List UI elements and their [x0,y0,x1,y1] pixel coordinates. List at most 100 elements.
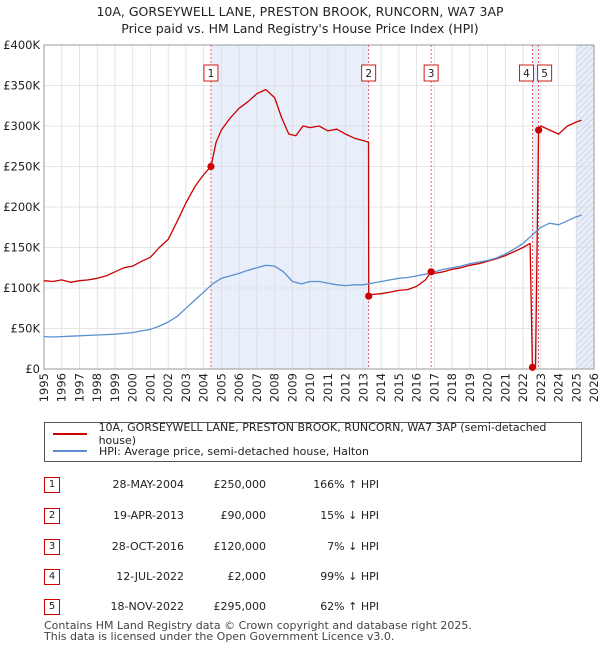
y-tick-label: £250K [3,160,40,174]
sale-number-label: 5 [541,68,548,80]
sale-number: 5 [44,599,60,615]
future-hatch [575,242,595,262]
sale-date: 18-NOV-2022 [110,600,184,613]
x-tick-label: 2026 [587,373,600,402]
x-tick-label: 2010 [303,373,317,402]
future-hatch [575,56,595,76]
x-tick-label: 1999 [108,373,122,402]
x-tick-label: 2025 [569,373,583,402]
future-hatch [575,62,595,82]
sale-row: 3 28-OCT-2016 £120,000 7% ↓ HPI [44,537,584,557]
y-tick-label: £100K [3,281,40,295]
future-hatch [575,140,595,160]
x-tick-label: 1997 [72,373,86,402]
future-hatch [575,128,595,148]
plot-frame [43,44,595,370]
sale-row: 5 18-NOV-2022 £295,000 62% ↑ HPI [44,597,584,617]
future-hatch [581,356,595,370]
x-tick-label: 2023 [534,373,548,402]
sale-date: 19-APR-2013 [112,509,184,522]
sale-row: 4 12-JUL-2022 £2,000 99% ↓ HPI [44,567,584,587]
x-tick-label: 2006 [232,373,246,402]
sale-number: 3 [44,539,60,555]
sale-hpi-change: 99% ↓ HPI [320,570,379,583]
future-hatch [575,212,595,232]
sale-number: 1 [44,477,60,493]
price-paid-line [43,88,582,369]
x-tick-label: 2012 [339,373,353,402]
x-tick-label: 2011 [321,373,335,402]
footer-copyright: Contains HM Land Registry data © Crown c… [44,619,472,632]
x-tick-label: 1996 [55,373,69,402]
y-tick-label: £50K [11,322,41,336]
future-hatch [575,266,595,286]
future-hatch [575,254,595,274]
future-hatch [575,104,595,124]
chart-subtitle: Price paid vs. HM Land Registry's House … [121,21,479,36]
sale-number: 4 [44,569,60,585]
future-hatch [575,134,595,154]
legend-price-swatch [53,433,87,435]
footer-license: This data is licensed under the Open Gov… [44,630,395,643]
sale-date: 28-OCT-2016 [111,540,184,553]
future-hatch [575,98,595,118]
legend-price-label: 10A, GORSEYWELL LANE, PRESTON BROOK, RUN… [98,421,547,447]
sale-row: 1 28-MAY-2004 £250,000 166% ↑ HPI [44,475,584,495]
x-tick-label: 2003 [179,373,193,402]
future-hatch [575,344,595,364]
sale-price: £2,000 [227,570,267,583]
x-tick-label: 2019 [463,373,477,402]
x-tick-label: 2013 [356,373,370,402]
sale-number: 2 [44,508,60,524]
sale-number-label: 3 [428,68,435,80]
sale-number-box [423,64,439,82]
future-hatch [575,44,583,52]
future-hatch [575,176,595,196]
sale-number-box [361,64,377,82]
legend-item-price: 10A, GORSEYWELL LANE, PRESTON BROOK, RUN… [53,421,581,447]
future-hatch [575,146,595,166]
x-tick-label: 2017 [427,373,441,402]
sale-point [535,126,543,134]
sale-point [427,268,435,276]
legend-hpi-swatch [53,450,87,452]
sale-point [207,162,215,171]
sale-price: £250,000 [213,478,267,491]
future-hatch [575,302,595,322]
sale-number-label: 1 [208,68,215,80]
x-tick-label: 2020 [481,373,495,402]
sale-date: 28-MAY-2004 [112,478,184,491]
future-hatch [575,230,595,250]
footer: Contains HM Land Registry data © Crown c… [44,620,472,642]
x-tick-label: 1998 [90,373,104,402]
sale-hpi-change: 15% ↓ HPI [320,509,379,522]
future-hatch [575,218,595,238]
sale-number-box [518,64,534,82]
legend-item-hpi: HPI: Average price, semi-detached house,… [53,443,369,459]
sale-hpi-change: 7% ↓ HPI [327,540,379,553]
y-tick-label: £300K [3,119,40,133]
future-hatch [575,248,595,268]
future-hatch [575,80,595,100]
sale-number-label: 4 [523,68,530,80]
hpi-line [43,214,582,338]
future-hatch [575,320,595,340]
future-hatch [575,332,595,352]
future-hatch [575,44,595,64]
future-hatch [575,44,589,58]
future-hatch [575,182,595,202]
x-tick-label: 2015 [392,373,406,402]
x-tick-label: 2007 [250,373,264,402]
sale-price: £295,000 [213,600,267,613]
y-tick-label: £0 [25,362,40,376]
x-tick-label: 2004 [197,373,211,402]
future-hatch [575,68,595,88]
future-hatch [575,152,595,172]
y-tick-label: £200K [3,200,40,214]
future-hatch [575,86,595,106]
sale-number-box [537,64,553,82]
legend: 10A, GORSEYWELL LANE, PRESTON BROOK, RUN… [44,421,582,462]
future-hatch [575,50,595,70]
future-hatch [575,74,595,94]
legend-hpi-label: HPI: Average price, semi-detached house,… [99,444,369,458]
